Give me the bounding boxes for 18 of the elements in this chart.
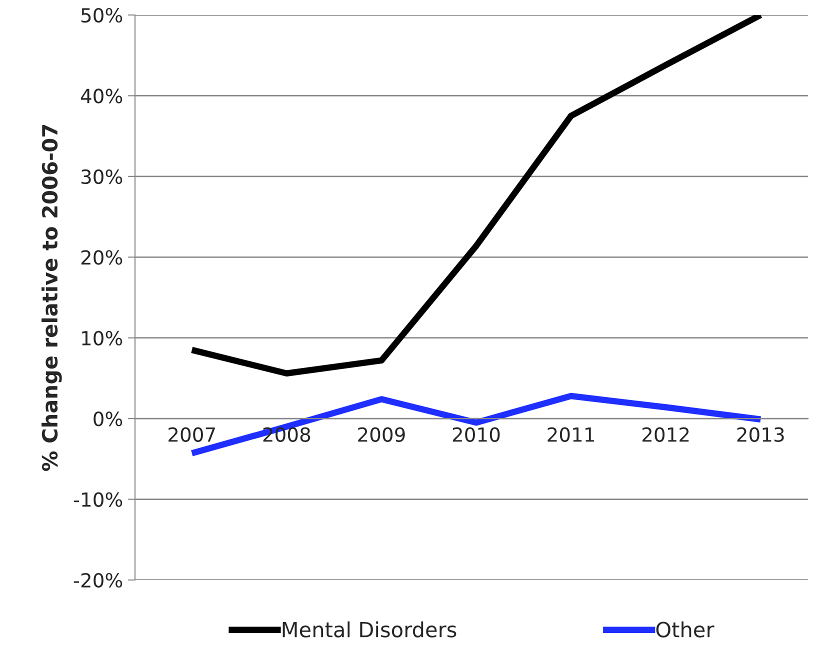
x-tick-label: 2013 bbox=[737, 427, 784, 442]
y-tick-label: -20% bbox=[74, 572, 122, 588]
y-tick-label: 30% bbox=[81, 169, 122, 184]
y-tick-label: 0% bbox=[94, 412, 122, 426]
x-tick-label: 2008 bbox=[263, 427, 310, 442]
x-tick-label: 2009 bbox=[358, 427, 405, 442]
y-tick-label: 40% bbox=[80, 88, 122, 104]
x-tick-label: 2012 bbox=[642, 427, 689, 442]
legend-label: Mental Disorders bbox=[282, 621, 456, 638]
y-tick-label: 50% bbox=[81, 8, 122, 23]
legend-label: Other bbox=[656, 621, 714, 638]
x-tick-label: 2007 bbox=[168, 427, 215, 442]
y-axis-title: % Change relative to 2006-07 bbox=[42, 125, 62, 471]
y-tick-label: 20% bbox=[81, 250, 122, 265]
y-tick-label: 10% bbox=[82, 330, 122, 346]
x-tick-label: 2011 bbox=[548, 427, 594, 442]
y-tick-label: -10% bbox=[74, 492, 122, 507]
x-tick-label: 2010 bbox=[452, 427, 500, 442]
